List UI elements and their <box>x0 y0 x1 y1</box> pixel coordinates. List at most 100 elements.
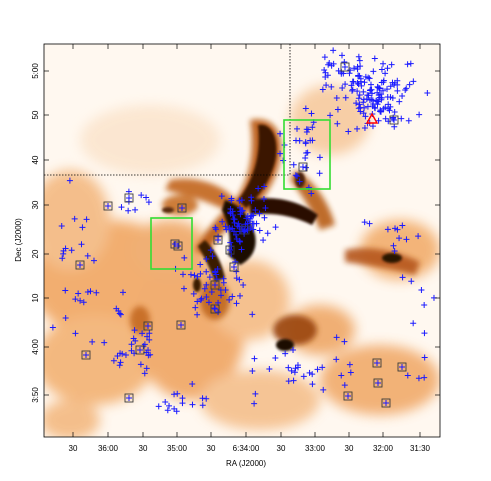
source-marker <box>250 212 257 219</box>
source-marker <box>296 178 303 185</box>
source-marker <box>391 109 398 116</box>
source-marker <box>360 96 367 103</box>
source-marker <box>390 242 397 249</box>
source-marker <box>308 190 315 197</box>
source-marker <box>308 110 315 117</box>
source-marker <box>391 123 398 130</box>
source-marker <box>365 74 372 81</box>
source-marker <box>199 402 206 409</box>
source-marker <box>84 252 91 259</box>
source-marker <box>162 398 169 405</box>
source-marker <box>349 87 356 94</box>
source-marker <box>203 281 210 288</box>
source-marker <box>321 66 328 73</box>
source-marker <box>391 79 398 86</box>
source-marker <box>362 113 369 120</box>
source-marker <box>408 278 415 285</box>
source-marker <box>300 164 306 170</box>
source-marker <box>391 247 398 254</box>
tick-marks <box>44 44 440 437</box>
boxed-source-marker <box>372 358 382 368</box>
source-marker <box>355 72 362 79</box>
source-marker <box>238 208 245 215</box>
boxed-source-marker <box>213 235 223 245</box>
source-marker <box>371 55 378 62</box>
source-marker <box>60 250 67 257</box>
source-marker <box>242 227 248 233</box>
source-marker <box>191 272 198 279</box>
source-marker <box>93 289 100 296</box>
source-marker <box>354 79 361 86</box>
source-marker <box>229 293 236 300</box>
source-marker <box>201 285 208 292</box>
source-marker <box>231 219 238 226</box>
source-marker <box>252 206 259 213</box>
source-marker <box>218 193 225 200</box>
source-marker <box>203 255 210 262</box>
source-marker <box>360 99 367 106</box>
source-marker <box>211 305 218 312</box>
y-tick-label: 4:00 <box>31 339 40 355</box>
source-marker <box>366 97 373 104</box>
source-marker <box>239 207 246 214</box>
source-marker <box>226 296 233 303</box>
source-marker <box>364 103 371 110</box>
source-marker <box>266 365 273 372</box>
source-marker <box>272 355 279 362</box>
source-marker <box>303 149 310 156</box>
x-tick-labels: 30 36:00 30 35:00 30 6:34:00 30 33:00 30… <box>69 444 431 453</box>
source-marker <box>302 105 309 112</box>
source-marker <box>405 117 412 124</box>
source-marker <box>341 338 348 345</box>
source-marker <box>262 204 269 211</box>
y-tick-labels: 5:00 50 40 30 20 10 4:00 3:50 <box>31 63 40 403</box>
source-marker <box>117 311 124 318</box>
source-marker <box>233 268 240 275</box>
source-marker <box>354 88 361 95</box>
boxed-source-marker <box>143 321 153 331</box>
source-marker <box>366 220 373 227</box>
x-tick-label: 33:00 <box>305 444 326 453</box>
source-marker <box>415 375 422 382</box>
source-marker <box>292 172 299 179</box>
source-marker <box>404 372 411 379</box>
green-box-upper-right <box>283 119 331 190</box>
source-marker <box>290 161 297 168</box>
source-marker <box>294 125 301 132</box>
source-marker <box>229 225 236 232</box>
source-marker <box>220 275 227 282</box>
source-marker <box>227 239 234 246</box>
source-marker <box>251 355 258 362</box>
source-marker <box>309 381 316 388</box>
source-marker <box>334 106 341 113</box>
source-marker <box>187 271 194 278</box>
source-marker <box>179 395 186 402</box>
source-marker <box>71 215 78 222</box>
source-marker <box>132 206 139 213</box>
source-marker <box>233 300 240 307</box>
source-marker <box>251 400 258 407</box>
source-marker <box>75 290 82 297</box>
boxed-source-marker <box>381 398 391 408</box>
source-marker <box>399 222 406 229</box>
source-marker <box>342 94 349 101</box>
x-tick-label: 30 <box>277 444 286 453</box>
y-tick-label: 50 <box>31 110 40 119</box>
source-marker <box>49 324 56 331</box>
source-marker <box>357 75 364 82</box>
source-marker <box>145 347 152 354</box>
source-marker <box>105 203 111 209</box>
source-marker <box>126 195 132 201</box>
source-marker <box>421 302 428 309</box>
source-marker <box>320 386 327 393</box>
source-marker <box>141 370 148 377</box>
source-marker <box>341 59 348 66</box>
source-marker <box>190 290 197 297</box>
source-marker <box>394 226 401 233</box>
source-marker <box>252 390 259 397</box>
source-marker <box>347 67 354 74</box>
y-tick-label: 10 <box>31 293 40 302</box>
y-tick-label: 30 <box>31 200 40 209</box>
source-marker <box>421 330 428 337</box>
